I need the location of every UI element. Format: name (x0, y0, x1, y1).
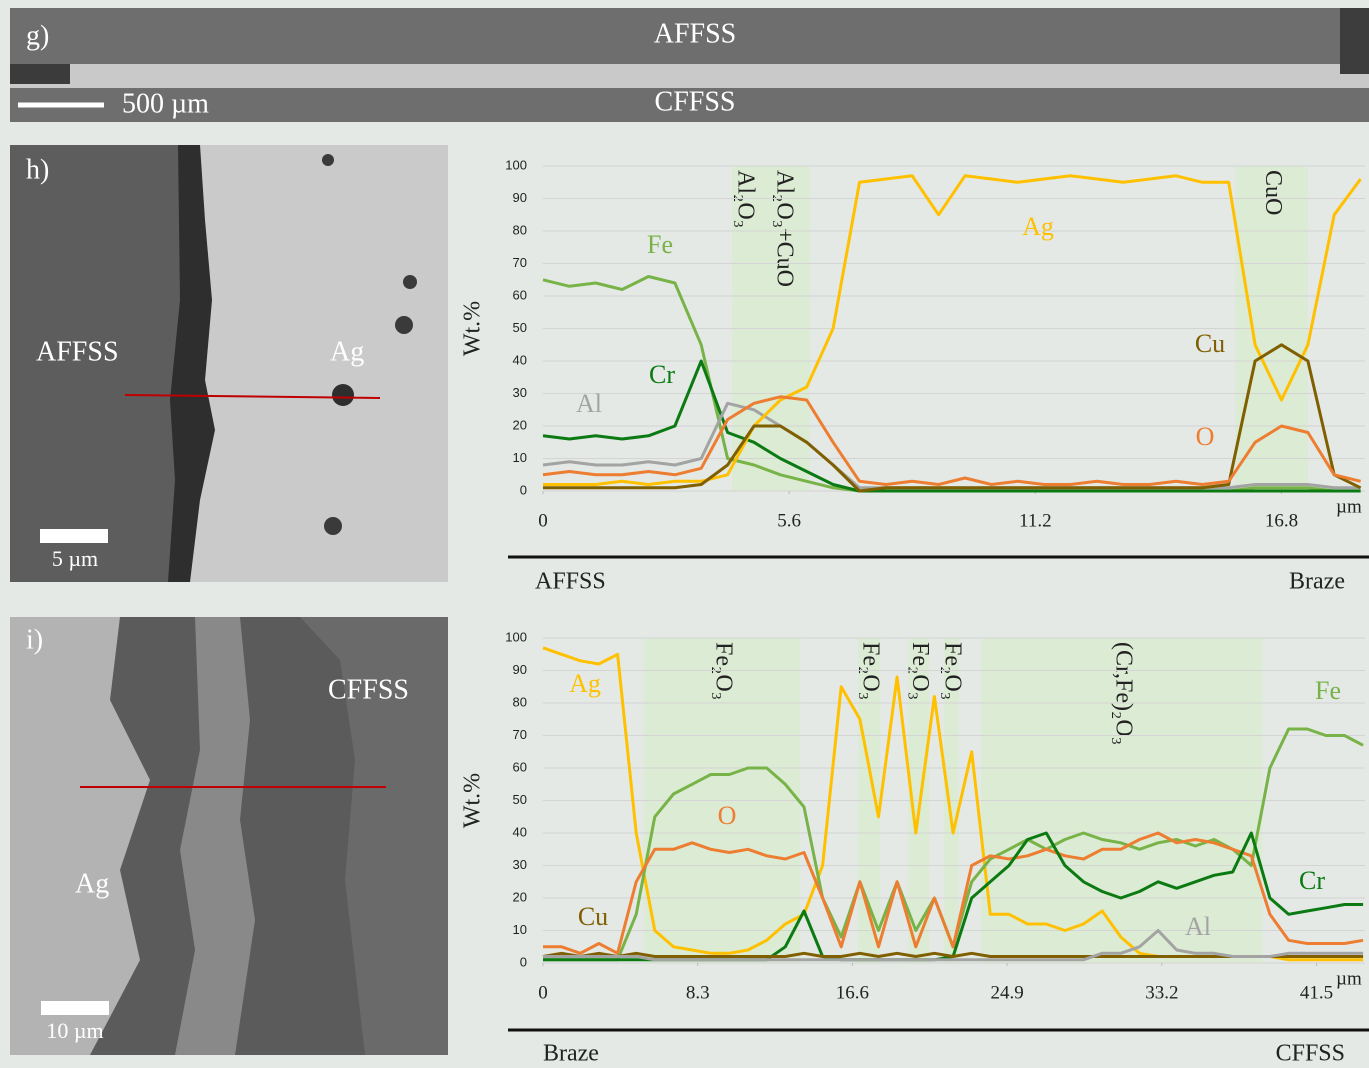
region-label: Al₂O₃ (733, 170, 759, 228)
scale-label: 5 µm (52, 546, 98, 571)
y-tick-label: 10 (513, 922, 527, 937)
series-line (542, 395, 1361, 486)
defect (10, 64, 70, 84)
y-axis-title: Wt.% (460, 301, 486, 356)
y-tick-label: 0 (520, 954, 527, 969)
y-tick-label: 50 (513, 320, 527, 335)
y-tick-label: 60 (513, 287, 527, 302)
side-label: Braze (543, 1041, 599, 1067)
y-tick-label: 40 (513, 824, 527, 839)
panel-label: g) (26, 20, 49, 51)
y-tick-label: 80 (513, 222, 527, 237)
y-tick-label: 0 (520, 482, 527, 497)
series-line (543, 343, 1362, 493)
legend-label: O (1196, 422, 1215, 451)
pore (324, 517, 342, 535)
series-line (543, 929, 1364, 962)
region-label: (Cr,Fe)₂O₃ (1110, 642, 1136, 745)
y-tick-label: 20 (513, 417, 527, 432)
legend-label: O (718, 801, 737, 830)
pore (332, 384, 354, 406)
panel-label: i) (26, 624, 43, 655)
region-label: Ag (75, 868, 109, 899)
legend-label: Cu (1195, 329, 1225, 358)
y-tick-label: 100 (505, 157, 527, 172)
region-label: Fe₂O₃ (858, 642, 884, 700)
region-label: Ag (330, 336, 364, 367)
oxide-layer (168, 145, 215, 582)
braze-region (10, 617, 150, 1055)
pore (395, 316, 413, 334)
y-tick-label: 50 (513, 792, 527, 807)
y-tick-label: 40 (513, 352, 527, 367)
y-tick-label: 100 (505, 629, 527, 644)
y-tick-label: 30 (513, 385, 527, 400)
y-axis-title: Wt.% (460, 773, 486, 828)
series-line (542, 359, 1361, 493)
x-tick-label: 8.3 (686, 982, 710, 1003)
series-line (543, 831, 1364, 955)
region-label: Fe₂O₃ (940, 642, 966, 700)
legend-label: Cr (1299, 866, 1325, 895)
x-axis-unit: µm (1336, 968, 1362, 989)
side-label: Braze (1289, 569, 1345, 595)
scale-label: 500 µm (122, 88, 209, 119)
x-tick-label: 0 (538, 510, 548, 531)
x-tick-label: 24.9 (990, 982, 1023, 1003)
y-tick-label: 70 (513, 727, 527, 742)
y-tick-label: 60 (513, 759, 527, 774)
legend-label: Cr (649, 360, 675, 389)
pore (403, 275, 417, 289)
x-tick-label: 0 (538, 982, 548, 1003)
eutectic-layer (175, 617, 255, 1055)
x-tick-label: 11.2 (1019, 510, 1052, 531)
legend-label: Al (576, 389, 602, 418)
y-tick-label: 80 (513, 694, 527, 709)
y-tick-label: 30 (513, 857, 527, 872)
region-label: AFFSS (36, 336, 119, 367)
x-tick-label: 33.2 (1145, 982, 1178, 1003)
region-label: Fe₂O₃ (907, 642, 933, 700)
region-label: Al₂O₃+CuO (771, 170, 797, 287)
scale-bar (41, 1001, 109, 1015)
y-tick-label: 90 (513, 190, 527, 205)
region-label: CFFSS (328, 674, 409, 705)
legend-label: Ag (569, 669, 601, 698)
region-label: AFFSS (654, 18, 737, 49)
y-tick-label: 90 (513, 662, 527, 677)
legend-label: Al (1185, 912, 1211, 941)
x-tick-label: 41.5 (1300, 982, 1333, 1003)
region-label: CFFSS (655, 86, 736, 117)
scale-label: 10 µm (46, 1018, 103, 1043)
steel-region (300, 617, 448, 1055)
legend-label: Fe (1315, 676, 1341, 705)
legend-label: Ag (1022, 212, 1054, 241)
side-label: CFFSS (1276, 1041, 1345, 1067)
scan-line (124, 394, 381, 399)
pore (322, 154, 334, 166)
side-label: AFFSS (535, 569, 606, 595)
scale-bar (40, 529, 108, 543)
braze-strip (10, 64, 1369, 88)
series-line (543, 174, 1362, 486)
x-tick-label: 16.6 (836, 982, 869, 1003)
region-label: Fe₂O₃ (710, 642, 736, 700)
x-axis-unit: µm (1336, 496, 1362, 517)
legend-label: Cu (578, 902, 608, 931)
region-label: CuO (1260, 170, 1286, 215)
steel-region (10, 145, 182, 582)
x-tick-label: 5.6 (777, 510, 801, 531)
defect (1340, 8, 1369, 74)
y-tick-label: 10 (513, 450, 527, 465)
y-tick-label: 70 (513, 255, 527, 270)
legend-label: Fe (647, 230, 673, 259)
panel-label: h) (26, 154, 49, 185)
y-tick-label: 20 (513, 889, 527, 904)
x-tick-label: 16.8 (1265, 510, 1298, 531)
